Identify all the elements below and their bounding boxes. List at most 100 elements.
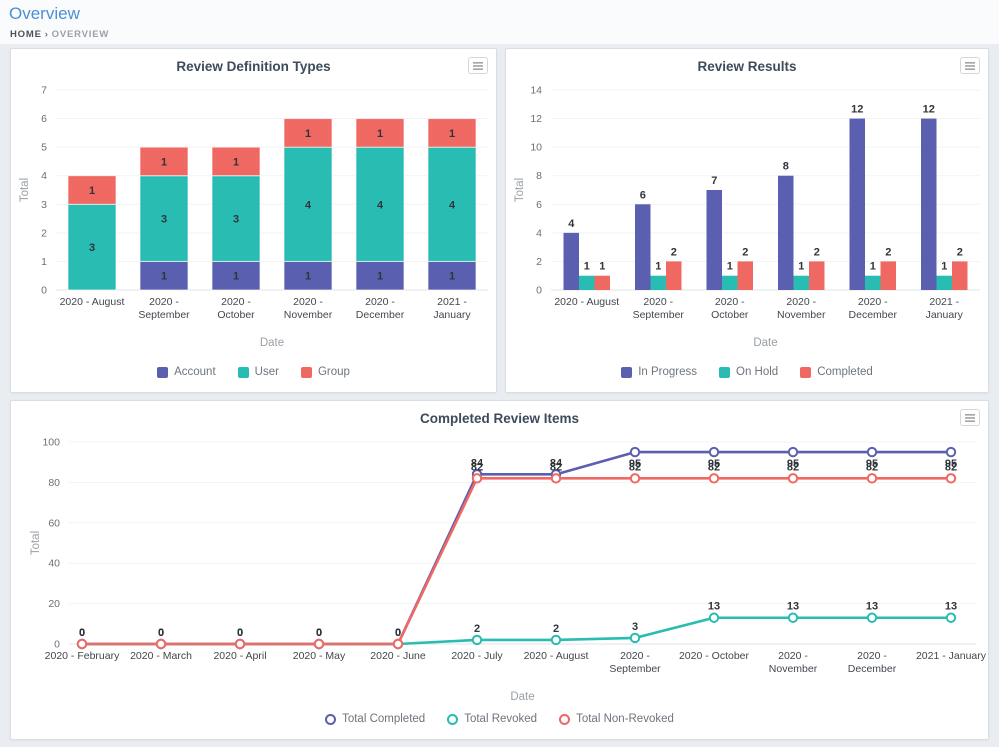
y-tick-label: 6 (536, 199, 542, 211)
data-label: 1 (233, 271, 239, 283)
y-tick-label: 14 (530, 85, 542, 97)
chart-menu-icon[interactable] (960, 57, 980, 74)
data-point (629, 473, 641, 484)
data-label: 1 (377, 128, 383, 140)
y-tick-label: 4 (536, 227, 542, 239)
chart-title: Completed Review Items (419, 411, 580, 426)
breadcrumb-home-link[interactable]: HOME (10, 29, 42, 40)
data-label: 84 (471, 457, 484, 469)
y-tick-label: 4 (41, 170, 47, 182)
data-label: 2 (957, 246, 963, 258)
data-label: 2 (885, 246, 891, 258)
data-label: 2 (742, 246, 748, 258)
data-label: 13 (787, 601, 799, 613)
bar-segment (283, 146, 333, 262)
data-label: 12 (923, 104, 935, 116)
data-label: 82 (550, 461, 562, 473)
data-point (708, 612, 720, 623)
data-label: 95 (787, 458, 799, 470)
bar-segment (427, 146, 477, 262)
chart-legend: In Progress On Hold Completed (506, 366, 988, 378)
legend-label: Total Completed (342, 713, 426, 725)
data-label: 0 (237, 627, 243, 639)
chart-menu-icon[interactable] (960, 409, 980, 426)
bar-segment (355, 118, 405, 148)
legend-item-group[interactable]: Group (300, 366, 350, 378)
bar (880, 261, 896, 290)
data-point (471, 634, 483, 646)
y-axis-title: Total (30, 531, 42, 555)
series-line (82, 450, 951, 646)
legend-item-in-progress[interactable]: In Progress (621, 366, 697, 378)
bar-segment (67, 203, 117, 291)
legend-label: Group (317, 366, 350, 378)
data-point (945, 446, 957, 458)
data-label: 82 (787, 461, 799, 473)
data-label: 4 (305, 199, 312, 211)
bar (594, 275, 610, 290)
chart-title: Review Definition Types (176, 59, 331, 74)
data-label: 2 (553, 623, 559, 635)
legend-item-completed[interactable]: Completed (800, 366, 873, 378)
x-tick-label: 2020 - October (679, 650, 750, 662)
y-tick-label: 80 (48, 477, 60, 489)
legend-item-total-non-revoked[interactable]: Total Non-Revoked (559, 713, 674, 725)
y-tick-label: 6 (41, 113, 47, 125)
data-point (866, 446, 878, 458)
data-label: 95 (629, 458, 641, 470)
legend-item-user[interactable]: User (237, 366, 279, 378)
bar-segment (139, 146, 189, 177)
legend-item-account[interactable]: Account (157, 366, 216, 378)
data-label: 1 (599, 261, 605, 273)
y-axis-title: Total (514, 178, 526, 202)
x-tick-label: 2021 -January (433, 296, 471, 321)
data-label: 0 (237, 627, 243, 639)
chart-panel-review-definition-types: Review Definition Types 0 1 2 3 4 5 6 7 Total Dat… (10, 48, 497, 393)
data-point (550, 473, 562, 484)
data-label: 6 (640, 189, 646, 201)
data-label: 0 (395, 627, 401, 639)
data-point (629, 446, 641, 458)
x-axis-title: Date (753, 337, 777, 349)
y-tick-label: 12 (530, 113, 542, 125)
x-tick-label: 2020 -December (848, 650, 897, 675)
bar (650, 275, 666, 290)
legend-label: Total Revoked (464, 713, 538, 725)
data-label: 1 (584, 261, 590, 273)
bar (778, 175, 794, 290)
data-label: 12 (851, 104, 863, 116)
hamburger-icon (965, 413, 975, 422)
data-label: 3 (161, 214, 167, 226)
data-label: 1 (305, 271, 311, 283)
x-tick-label: 2020 -September (138, 296, 190, 321)
legend-marker-circle-icon (559, 713, 571, 725)
data-point (234, 638, 246, 650)
legend-label: User (254, 366, 279, 378)
y-tick-label: 7 (41, 85, 47, 97)
legend-item-total-revoked[interactable]: Total Revoked (447, 713, 537, 725)
legend-item-total-completed[interactable]: Total Completed (325, 713, 425, 725)
legend-label: Completed (817, 366, 873, 378)
chart-panel-completed-review-items: Completed Review Items 0 20 40 60 80 100 Total… (10, 400, 989, 740)
data-label: 0 (158, 627, 164, 639)
bar (865, 275, 881, 290)
chart-menu-icon[interactable] (468, 57, 488, 74)
bar-segment (139, 260, 189, 291)
x-tick-label: 2020 -October (711, 296, 749, 321)
data-label: 0 (237, 627, 243, 639)
data-label: 0 (395, 627, 401, 639)
data-label: 0 (79, 627, 85, 639)
data-point (76, 638, 88, 650)
y-tick-label: 1 (41, 256, 47, 268)
legend-marker-square-icon (621, 366, 633, 378)
bar (809, 261, 825, 290)
page-title: Overview (9, 4, 80, 23)
data-label: 1 (89, 185, 95, 197)
legend-item-on-hold[interactable]: On Hold (719, 366, 778, 378)
hamburger-icon (473, 61, 483, 70)
data-label: 95 (866, 458, 878, 470)
data-point (787, 473, 799, 484)
x-tick-label: 2020 - March (130, 650, 192, 662)
